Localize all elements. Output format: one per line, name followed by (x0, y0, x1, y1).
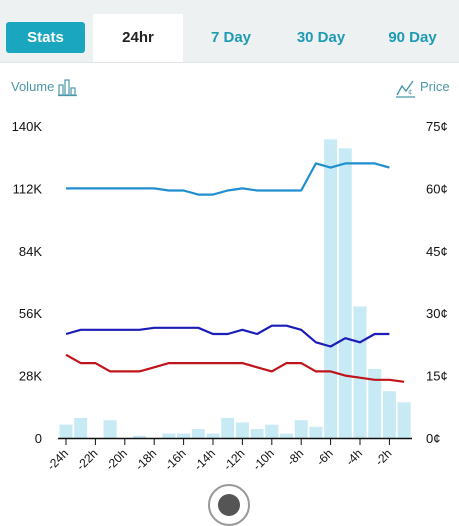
tab-24hr[interactable]: 24hr (93, 14, 183, 62)
volume-bar (353, 306, 367, 438)
price-axis-tick-label: 0¢ (426, 431, 440, 446)
volume-bar (294, 420, 308, 438)
x-axis-tick-label: -24h (44, 446, 71, 473)
x-axis-tick-label: -16h (162, 446, 189, 473)
price-axis-tick-label: 75¢ (426, 119, 448, 134)
bar-chart-icon (58, 79, 77, 97)
price-axis-tick-label: 15¢ (426, 369, 448, 384)
price-line-low (65, 353, 405, 383)
tab-bar: Stats 24hr 7 Day 30 Day 90 Day (0, 0, 459, 63)
volume-bar (133, 435, 146, 438)
volume-bar (397, 402, 411, 438)
volume-axis-tick-label: 56K (19, 306, 42, 321)
tab-7-day[interactable]: 7 Day (210, 29, 252, 46)
volume-bar (309, 426, 323, 438)
x-axis-tick-label: -14h (191, 446, 218, 473)
volume-bar (59, 424, 73, 438)
volume-bar (250, 429, 264, 438)
volume-bar (191, 429, 205, 438)
tab-30-day[interactable]: 30 Day (296, 29, 346, 46)
price-axis-tick-label: 45¢ (426, 244, 448, 259)
tab-stats[interactable]: Stats (6, 22, 85, 53)
volume-bar (74, 417, 88, 438)
price-legend-label: Price (420, 79, 450, 94)
volume-bar (206, 433, 220, 438)
x-axis-tick-label: -6h (314, 446, 336, 468)
x-axis-tick-label: -20h (103, 446, 130, 473)
volume-axis-tick-label: 84K (19, 244, 42, 259)
x-axis-tick-label: -12h (221, 446, 248, 473)
volume-bar (162, 433, 176, 438)
volume-legend-label: Volume (11, 79, 55, 94)
scroll-handle-dot (218, 494, 240, 516)
svg-text:¢: ¢ (408, 88, 412, 96)
volume-bar (103, 420, 117, 438)
volume-bar (324, 139, 338, 438)
x-axis-tick-label: -2h (372, 446, 394, 468)
volume-axis-tick-label: 140K (12, 119, 43, 134)
line-chart-icon: ¢ (396, 80, 415, 98)
volume-bar (382, 391, 396, 438)
volume-axis-tick-label: 0 (35, 431, 42, 446)
volume-bar (265, 424, 279, 438)
x-axis-tick-label: -18h (132, 446, 159, 473)
volume-bar (338, 148, 352, 439)
price-axis-tick-label: 30¢ (426, 306, 448, 321)
price-axis-tick-label: 60¢ (426, 181, 448, 196)
volume-bar (280, 433, 293, 438)
x-axis-tick-label: -22h (74, 446, 101, 473)
tab-90-day[interactable]: 90 Day (388, 29, 437, 46)
volume-bar (368, 368, 382, 438)
volume-bar (235, 422, 249, 438)
x-axis-tick-label: -8h (284, 446, 306, 468)
x-axis-tick-label: -4h (343, 446, 365, 468)
volume-axis-tick-label: 112K (13, 181, 43, 196)
scroll-handle[interactable] (208, 484, 250, 526)
price-line-middle (65, 324, 390, 348)
price-line-top (66, 162, 390, 196)
volume-bar (221, 417, 235, 438)
volume-axis-tick-label: 28K (19, 369, 42, 384)
x-axis-tick-label: -10h (250, 446, 277, 473)
volume-bar (177, 433, 191, 438)
